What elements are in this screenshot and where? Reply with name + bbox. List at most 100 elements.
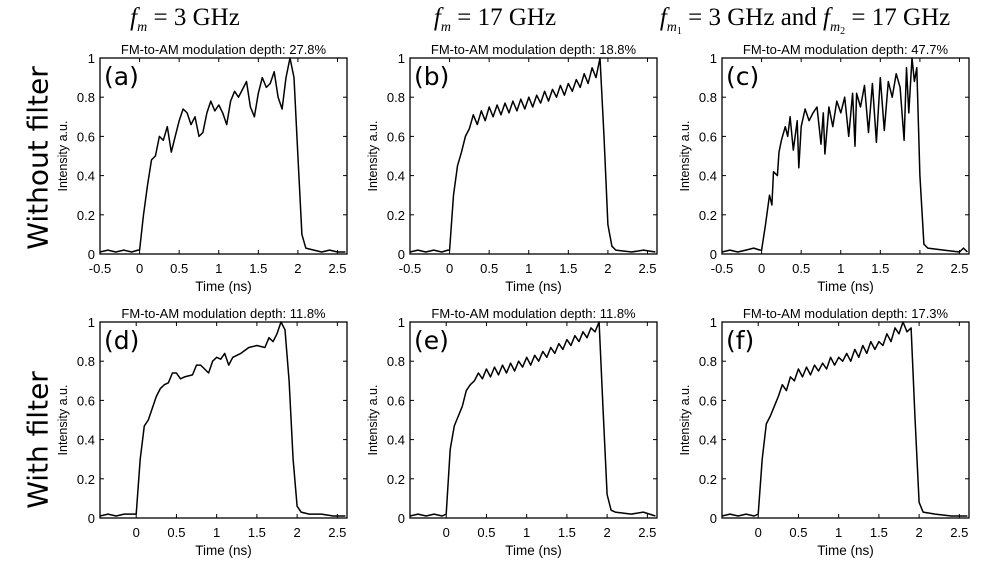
- y-axis-label: Intensity a.u.: [56, 385, 70, 456]
- x-tick-label: 2.5: [638, 525, 656, 540]
- y-tick-label: 0.4: [387, 433, 405, 448]
- axes-box: [99, 321, 348, 519]
- y-axis-label: Intensity a.u.: [366, 385, 380, 456]
- y-tick-label: 0.2: [387, 208, 405, 223]
- y-tick-label: 0.6: [77, 129, 95, 144]
- x-tick-label: 2: [604, 525, 611, 540]
- header-text: = 17 GHz: [451, 4, 557, 31]
- y-tick-label: 0.2: [699, 208, 717, 223]
- x-tick-label: 2.5: [328, 525, 346, 540]
- x-tick-label: 1.5: [559, 261, 577, 276]
- y-axis-label: Intensity a.u.: [678, 121, 692, 192]
- column-header-3ghz: fm = 3 GHz: [130, 4, 240, 36]
- y-tick-label: 0.2: [77, 472, 95, 487]
- x-tick-label: 1.5: [870, 525, 888, 540]
- symbol-f: f: [823, 4, 830, 31]
- y-tick-label: 0.4: [699, 433, 717, 448]
- intensity-trace: [99, 321, 346, 517]
- x-tick-label: 0.5: [480, 261, 498, 276]
- subplot-d: 0 0.5 1 1.5 2 2.5 0 0.2 0.4 0.6 0.8 1 FM-to-AM modul…: [56, 306, 348, 558]
- intensity-trace: [409, 57, 656, 253]
- x-tick-label: 0: [136, 261, 143, 276]
- y-tick-label: 0.2: [77, 208, 95, 223]
- x-tick-label: 2: [294, 525, 301, 540]
- y-tick-label: 0.8: [387, 90, 405, 105]
- x-tick-label: 2.5: [638, 261, 656, 276]
- column-header-17ghz: fm = 17 GHz: [434, 4, 556, 36]
- x-tick-label: 0.5: [477, 525, 495, 540]
- x-tick-label: 1.5: [871, 261, 889, 276]
- x-tick-label: 1: [835, 525, 842, 540]
- y-tick-label: 0.6: [699, 393, 717, 408]
- x-tick-label: 2: [294, 261, 301, 276]
- y-tick-label: 0.4: [77, 433, 95, 448]
- x-tick-label: 0: [446, 261, 453, 276]
- subplot-title: FM-to-AM modulation depth: 27.8%: [121, 42, 327, 57]
- y-tick-label: 1: [398, 51, 405, 66]
- x-axis-label: Time (ns): [505, 543, 562, 558]
- x-tick-label: 1: [525, 261, 532, 276]
- x-tick-label: -0.5: [399, 261, 421, 276]
- subplot-title: FM-to-AM modulation depth: 47.7%: [743, 42, 949, 57]
- panel-label: (c): [726, 62, 759, 91]
- x-tick-label: 2.5: [328, 261, 346, 276]
- subscript-2: 2: [840, 26, 846, 37]
- x-tick-label: 2: [916, 525, 923, 540]
- y-axis-label: Intensity a.u.: [366, 121, 380, 192]
- y-tick-label: 1: [88, 51, 95, 66]
- subplot-title: FM-to-AM modulation depth: 11.8%: [121, 306, 326, 321]
- panel-label: (d): [104, 326, 139, 355]
- x-tick-label: -0.5: [89, 261, 111, 276]
- y-tick-label: 0.6: [77, 393, 95, 408]
- x-tick-label: 1: [213, 525, 220, 540]
- y-axis-label: Intensity a.u.: [678, 385, 692, 456]
- subscript-m1: m1: [667, 20, 682, 37]
- x-tick-label: 0: [755, 525, 762, 540]
- y-tick-label: 1: [398, 315, 405, 330]
- x-axis-label: Time (ns): [817, 279, 874, 294]
- panel-label: (e): [414, 326, 449, 355]
- header-text: = 3 GHz and: [681, 4, 824, 31]
- x-tick-label: 2.5: [950, 261, 968, 276]
- y-tick-label: 0.2: [699, 472, 717, 487]
- x-tick-label: 1.5: [249, 261, 267, 276]
- y-tick-label: 0.8: [387, 354, 405, 369]
- panel-label: (f): [726, 326, 754, 355]
- x-tick-label: 1.5: [248, 525, 266, 540]
- x-tick-label: 2: [604, 261, 611, 276]
- y-tick-label: 0.8: [699, 90, 717, 105]
- panel-label: (b): [414, 62, 449, 91]
- y-tick-label: 0.2: [387, 472, 405, 487]
- subplot-e: 0 0.5 1 1.5 2 2.5 0 0.2 0.4 0.6 0.8 1 FM-to-AM modul…: [366, 306, 658, 558]
- x-tick-label: 2.5: [950, 525, 968, 540]
- y-tick-label: 0.6: [699, 129, 717, 144]
- subplot-f: 0 0.5 1 1.5 2 2.5 0 0.2 0.4 0.6 0.8 1 FM-to-AM modul…: [678, 306, 970, 558]
- subplot-title: FM-to-AM modulation depth: 17.3%: [743, 306, 949, 321]
- x-tick-label: 0.5: [792, 261, 810, 276]
- y-tick-label: 0.4: [77, 169, 95, 184]
- x-tick-label: 0.5: [789, 525, 807, 540]
- header-text: = 3 GHz: [147, 4, 240, 31]
- x-tick-label: -0.5: [711, 261, 733, 276]
- x-axis-label: Time (ns): [195, 279, 252, 294]
- y-tick-label: 1: [88, 315, 95, 330]
- subscript-m: m: [440, 20, 452, 35]
- subscript-m: m: [137, 20, 148, 35]
- y-tick-label: 0.8: [77, 90, 95, 105]
- x-tick-label: 0: [758, 261, 765, 276]
- axes-box: [721, 57, 970, 255]
- x-axis-label: Time (ns): [505, 279, 562, 294]
- axes-box: [409, 321, 658, 519]
- y-tick-label: 0.6: [387, 129, 405, 144]
- column-header-dual: fm1 = 3 GHz and fm2 = 17 GHz: [660, 4, 950, 37]
- intensity-trace: [99, 57, 346, 253]
- subplot-title: FM-to-AM modulation depth: 11.8%: [431, 306, 636, 321]
- subscript-1: 1: [676, 26, 682, 37]
- y-tick-label: 0.4: [387, 169, 405, 184]
- x-tick-label: 0: [133, 525, 140, 540]
- y-tick-label: 0: [88, 511, 95, 526]
- y-tick-label: 0: [88, 247, 95, 262]
